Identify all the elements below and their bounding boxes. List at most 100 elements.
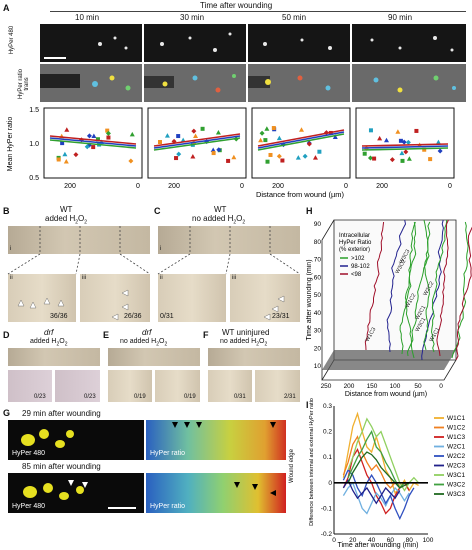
- scatter-point: [95, 137, 100, 142]
- panel-i-letter: I: [306, 400, 309, 410]
- panel-c-letter: C: [154, 206, 161, 216]
- i-xtick: 80: [406, 537, 414, 544]
- panel-c-overview: [158, 226, 300, 254]
- xtick-200-a4: 200: [376, 183, 388, 190]
- i-series-line: [342, 435, 401, 489]
- time-header: Time after wounding: [200, 1, 273, 10]
- panel-h-xlabel: Distance from wound (µm): [345, 391, 427, 398]
- cells-480-overlay: [98, 32, 454, 52]
- timepoint-label-4: 90 min: [388, 13, 413, 22]
- h-track: [421, 219, 444, 361]
- h-legend-label: 98-102: [351, 264, 370, 270]
- panel-g-time-2: 85 min after wounding: [22, 462, 101, 471]
- xtick-0-a2: 0: [240, 183, 244, 190]
- panel-f-letter: F: [203, 330, 209, 340]
- scatter-point: [395, 129, 401, 134]
- scatter-point: [158, 140, 163, 145]
- scatter-point: [332, 134, 338, 139]
- scatter-point: [384, 137, 390, 143]
- scatter-point: [200, 126, 205, 131]
- h-ytick: 70: [314, 257, 322, 264]
- scatter-point: [63, 159, 69, 164]
- panel-c-detail-ii: [158, 274, 226, 322]
- scatter-point: [400, 158, 405, 163]
- h-track: [404, 221, 416, 359]
- i-legend-label: W2C2: [447, 453, 465, 460]
- scatter-point: [276, 153, 282, 159]
- h-xtick: 250: [321, 383, 332, 390]
- panel-b-sub-ii: ii: [10, 275, 13, 281]
- h-xtick: 150: [367, 383, 378, 390]
- panel-f-title-1: WT uninjured: [222, 328, 270, 337]
- h-ytick: 10: [314, 363, 322, 370]
- panel-b-count-iii: 26/36: [124, 313, 142, 320]
- wound-edge-label: Wound edge: [289, 449, 295, 483]
- scatter-point: [210, 147, 216, 152]
- scatter-point: [129, 131, 135, 137]
- panel-e-title-1: drf: [142, 328, 152, 337]
- scatter-point: [362, 151, 367, 156]
- scatter-point: [211, 151, 216, 156]
- scatter-point: [216, 147, 222, 153]
- panel-c-title-2: no added H2O2: [192, 214, 246, 226]
- panel-g-ratio-top: [146, 420, 286, 460]
- i-legend-label: W3C2: [447, 482, 465, 489]
- i-legend-label: W3C1: [447, 472, 465, 479]
- scatter-point: [263, 138, 268, 143]
- panel-g-letter: G: [3, 408, 11, 418]
- scale-bar: [44, 57, 66, 59]
- i-ytick: 0.1: [323, 454, 332, 461]
- fit-line: [257, 131, 345, 149]
- panel-a-xlabel: Distance from wound (µm): [256, 190, 345, 199]
- fit-line: [49, 135, 137, 145]
- scatter-point: [428, 157, 433, 162]
- scatter-point: [271, 126, 276, 131]
- i-legend-label: W1C3: [447, 434, 465, 441]
- scatter-point: [215, 129, 221, 135]
- scatter-point: [64, 127, 70, 132]
- h-xtick: 0: [439, 383, 443, 390]
- scatter-point: [406, 156, 412, 161]
- panel-b-detail-ii: [8, 274, 76, 322]
- scatter-point: [86, 133, 92, 139]
- i-xtick: 20: [349, 537, 357, 544]
- i-series-line: [347, 451, 410, 489]
- scatter-point: [306, 141, 312, 147]
- panel-f-detail-iii: [255, 370, 300, 402]
- scatter-point: [276, 135, 282, 141]
- panel-a-ylabel: Mean HyPer ratio: [7, 117, 14, 172]
- xtick-200-a1: 200: [64, 183, 76, 190]
- h-xtick: 200: [344, 383, 355, 390]
- panel-h-letter: H: [306, 206, 313, 216]
- i-series-line: [342, 468, 415, 521]
- panel-bc-markers: [7, 226, 301, 321]
- h-track: [399, 221, 417, 355]
- i-ytick: -0.2: [321, 531, 333, 538]
- ytick-1.5: 1.5: [29, 107, 39, 114]
- scatter-point: [73, 152, 79, 158]
- panel-e-title-2: no added H2O2: [120, 338, 168, 348]
- fit-line: [49, 139, 137, 149]
- scatter-point: [176, 151, 182, 157]
- panel-g-time-1: 29 min after wounding: [22, 409, 101, 418]
- scatter-point: [106, 135, 111, 140]
- ytick-0.5: 0.5: [29, 175, 39, 182]
- scatter-point: [190, 154, 196, 159]
- cells-ratio-overlay: [40, 74, 456, 93]
- panel-b-letter: B: [3, 206, 10, 216]
- row-label-hyper-ratio: HyPer ratio trans: [18, 69, 30, 100]
- panel-g-cells: [21, 422, 276, 509]
- scatter-point: [405, 139, 411, 145]
- scatter-point: [403, 149, 409, 155]
- timepoint-label-2: 30 min: [180, 13, 205, 22]
- panel-d-title-2: added H2O2: [30, 338, 68, 348]
- xtick-0-a4: 0: [448, 183, 452, 190]
- timepoint-label-1: 10 min: [75, 13, 100, 22]
- panel-e-overview: [108, 348, 200, 366]
- fit-line: [257, 133, 345, 151]
- scatter-point: [280, 158, 285, 163]
- i-ytick: -0.1: [321, 505, 333, 512]
- scatter-point: [265, 159, 270, 164]
- panel-d-count-ii: 0/23: [34, 394, 46, 400]
- h-track: [423, 221, 431, 351]
